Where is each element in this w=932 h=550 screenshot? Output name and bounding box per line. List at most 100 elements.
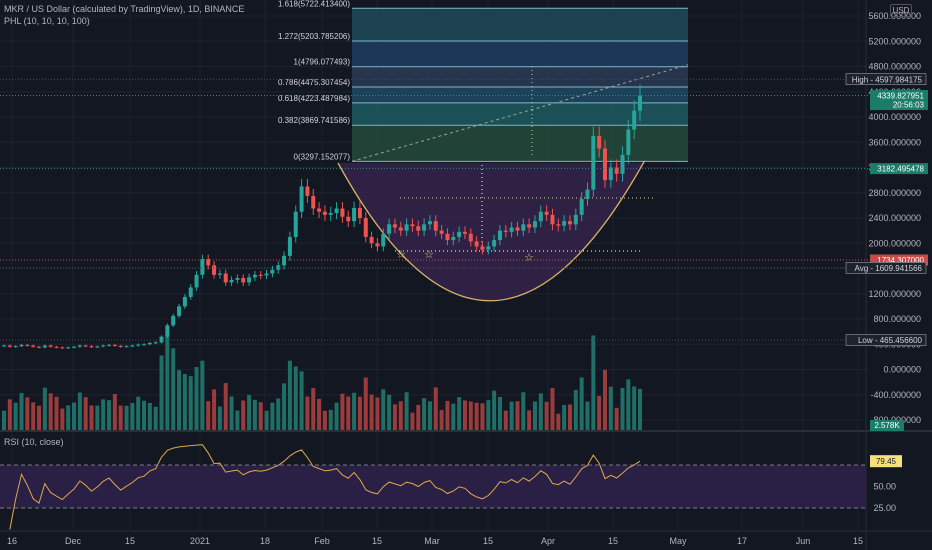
candle-body [410, 224, 415, 227]
volume-bar [217, 406, 222, 430]
candle-body [626, 129, 631, 155]
time-tick-label: 15 [125, 536, 135, 546]
volume-bar [60, 408, 65, 430]
candle-body [206, 259, 211, 266]
price-tick-label: 0.000000 [883, 365, 921, 375]
volume-bar [497, 396, 502, 430]
candle-body [468, 233, 473, 242]
volume-bar [72, 402, 77, 430]
time-axis[interactable]: 16 Dec 15 2021 18 Feb 15 Mar 15 Apr 15 May 17 Jun 15 [7, 536, 863, 546]
candle-body [608, 167, 613, 181]
rsi-tick-label: 50.00 [873, 482, 896, 492]
volume-bar [579, 377, 584, 430]
candle-body [527, 224, 532, 228]
volume-bar [147, 403, 152, 430]
volume-bar [392, 404, 397, 430]
candle-body [474, 241, 479, 247]
candle-body [89, 346, 94, 348]
volume-bar [95, 405, 100, 430]
volume-bar [562, 405, 567, 430]
fib-band [352, 66, 688, 87]
candle-body [264, 273, 269, 276]
candle-body [83, 345, 88, 347]
candle-body [188, 287, 193, 297]
volume-bar [31, 402, 36, 430]
candle-body [579, 199, 584, 215]
candle-body [229, 279, 234, 283]
candle-body [427, 221, 432, 225]
volume-last-badge [870, 420, 904, 431]
candle-body [422, 224, 427, 231]
candle-body [311, 195, 316, 209]
price-tick-label: 3600.000000 [868, 137, 921, 147]
candle-body [287, 236, 292, 256]
candle-body [235, 277, 240, 280]
volume-bar [632, 386, 637, 430]
star-icon: ☆ [524, 252, 534, 264]
fib-band [352, 125, 688, 162]
volume-bar [573, 390, 578, 430]
volume-bar [287, 360, 292, 430]
fibonacci-retracement[interactable]: 1.618(5722.413400) 1.272(5203.785206) 1(47… [278, 0, 689, 162]
volume-bar [492, 390, 497, 430]
candle-body [177, 306, 182, 316]
volume-bar [48, 393, 53, 430]
candle-body [142, 344, 147, 346]
volume-bar [369, 394, 374, 430]
volume-bar [638, 388, 642, 430]
volume-bar [457, 397, 462, 430]
volume-bar [42, 387, 47, 430]
price-marker-badge [870, 90, 928, 111]
fib-level-label: 0(3297.152077) [294, 152, 351, 161]
currency-badge[interactable]: USD [890, 4, 912, 17]
candle-body [171, 315, 176, 326]
candle-body [638, 95, 642, 111]
volume-bar [591, 335, 596, 430]
volume-bar [404, 392, 409, 430]
time-tick-label: Feb [314, 536, 330, 546]
candle-body [562, 221, 567, 226]
volume-bar [25, 397, 30, 430]
candle-body [404, 224, 409, 231]
volume-bar [142, 400, 147, 430]
candle-body [165, 325, 170, 337]
volume-bar [585, 401, 590, 430]
candle-body [357, 207, 362, 218]
fib-level-label: 1.272(5203.785206) [278, 32, 350, 41]
volume-bar [182, 374, 187, 430]
candle-body [305, 186, 310, 196]
volume-bar [89, 405, 94, 430]
time-tick-label: Mar [424, 536, 440, 546]
volume-bar [398, 401, 403, 430]
candle-body [37, 346, 42, 348]
volume-bar [171, 348, 176, 430]
candle-body [439, 230, 444, 234]
volume-bar [54, 396, 59, 430]
volume-bar [107, 400, 112, 430]
candle-body [585, 189, 590, 200]
candle-body [241, 277, 246, 283]
volume-bar [515, 401, 520, 430]
price-tick-label: 2800.000000 [868, 188, 921, 198]
time-tick-label: Dec [65, 536, 82, 546]
volume-bar [527, 410, 532, 430]
candle-body [503, 230, 508, 232]
candle-body [544, 211, 549, 215]
time-tick-label: 15 [853, 536, 863, 546]
candle-body [159, 336, 164, 343]
fib-level-label: 1.618(5722.413400) [278, 0, 350, 8]
price-tick-label: 2400.000000 [868, 213, 921, 223]
candle-body [252, 274, 257, 278]
candle-body [223, 273, 228, 283]
candle-body [112, 344, 117, 346]
candle-body [95, 346, 100, 348]
candle-body [521, 224, 526, 231]
volume-bar [439, 410, 444, 430]
fib-level-label: 0.786(4475.307454) [278, 78, 350, 87]
price-marker-badge [845, 73, 927, 86]
volume-bar [340, 393, 345, 430]
candle-body [346, 216, 351, 222]
candle-body [7, 345, 12, 347]
